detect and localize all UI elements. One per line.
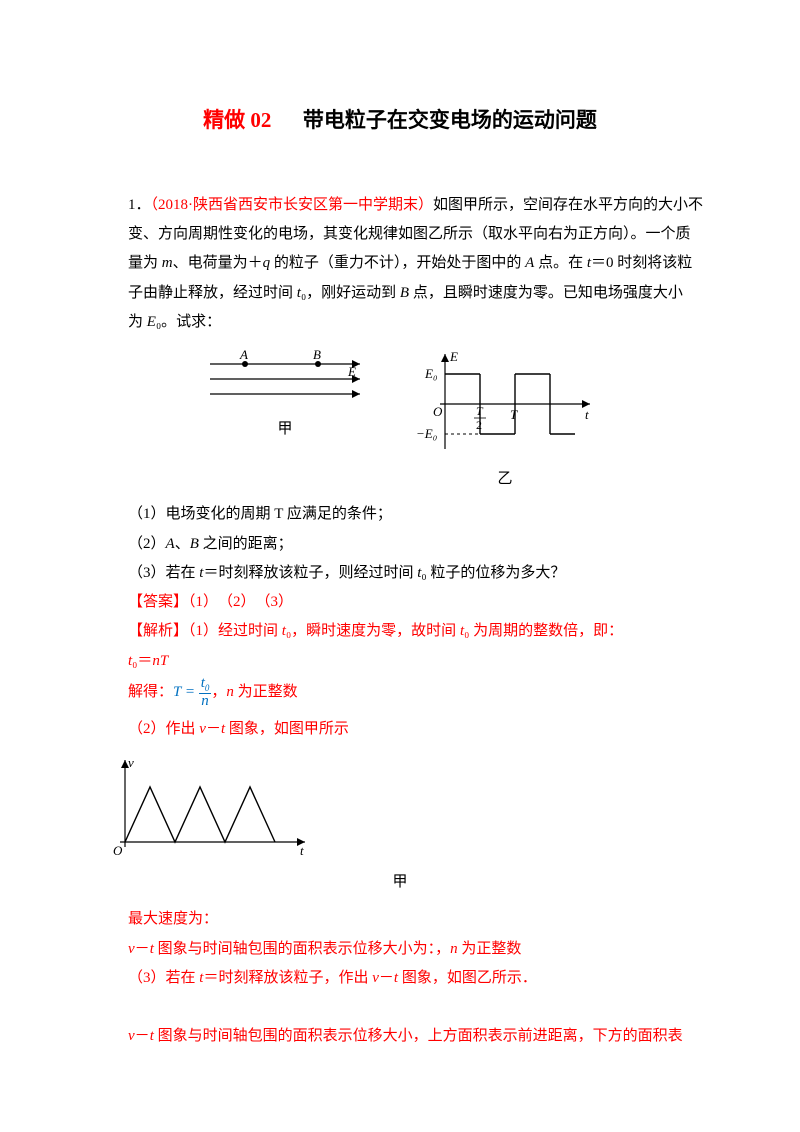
axis-half-2: 2 bbox=[476, 418, 482, 432]
figure-yi: E E₀ −E₀ O t T 2 T 乙 bbox=[410, 349, 600, 494]
sub-item-1: （1）电场变化的周期 T 应满足的条件； bbox=[95, 500, 705, 529]
caption-yi: 乙 bbox=[410, 465, 600, 494]
analysis-label: 【解析】 bbox=[128, 623, 188, 639]
axis-mE0: −E₀ bbox=[416, 426, 437, 441]
caption-vt: 甲 bbox=[95, 868, 705, 897]
figure-yi-svg: E E₀ −E₀ O t T 2 T bbox=[410, 349, 600, 461]
axis-O: O bbox=[433, 404, 443, 419]
after-2: （3）若在 t＝时刻释放该粒子，作出 v－t 图象，如图乙所示． bbox=[128, 964, 705, 993]
title-prefix: 精做 02 bbox=[203, 108, 271, 132]
analysis-l3: （2）作出 v－t 图象，如图甲所示 bbox=[128, 715, 705, 744]
vt-y: v bbox=[128, 755, 134, 770]
answer-label: 【答案】 bbox=[128, 594, 188, 610]
label-A: A bbox=[239, 349, 248, 362]
question-body-1: 变、方向周期性变化的电场，其变化规律如图乙所示（取水平向右为正方向）。一个质 bbox=[95, 220, 705, 249]
figure-vt-svg: v O t bbox=[95, 752, 315, 864]
question-body-4: 为 E₀。试求： bbox=[95, 308, 705, 337]
formula-T: T = t0n bbox=[173, 684, 211, 700]
question-body-3: 子由静止释放，经过时间 t₀，刚好运动到 B 点，且瞬时速度为零。已知电场强度大… bbox=[95, 279, 705, 308]
label-B: B bbox=[313, 349, 321, 362]
analysis-l2: 解得：T = t0n，n 为正整数 bbox=[128, 676, 705, 709]
question-number: 1． bbox=[128, 197, 151, 213]
title-sep bbox=[277, 108, 298, 132]
axis-E: E bbox=[449, 349, 458, 364]
question-block: 1．（2018·陕西省西安市长安区第一中学期末）如图甲所示，空间存在水平方向的大… bbox=[95, 191, 705, 337]
label-E: E bbox=[347, 364, 356, 379]
figure-jia: A B E 甲 bbox=[200, 349, 370, 444]
after-0: 最大速度为： bbox=[128, 905, 705, 934]
sub-item-3: （3）若在 t＝时刻释放该粒子，则经过时间 t₀ 粒子的位移为多大？ bbox=[95, 559, 705, 588]
question-line-0: 1．（2018·陕西省西安市长安区第一中学期末）如图甲所示，空间存在水平方向的大… bbox=[95, 191, 705, 220]
axis-t: t bbox=[585, 407, 589, 422]
sub-item-2: （2）A、B 之间的距离； bbox=[95, 530, 705, 559]
axis-T: T bbox=[510, 407, 518, 422]
question-body-0: 如图甲所示，空间存在水平方向的大小不 bbox=[433, 197, 703, 213]
analysis-after: 最大速度为： v－t 图象与时间轴包围的面积表示位移大小为：，n 为正整数 （3… bbox=[95, 905, 705, 1051]
figure-vt: v O t 甲 bbox=[95, 752, 705, 897]
vt-O: O bbox=[113, 843, 123, 858]
figure-row-1: A B E 甲 bbox=[95, 349, 705, 494]
analysis-l0: 【解析】（1）经过时间 t₀，瞬时速度为零，故时间 t₀ 为周期的整数倍，即： bbox=[128, 617, 705, 646]
vt-x: t bbox=[300, 843, 304, 858]
analysis-l1: t₀＝nT bbox=[128, 647, 705, 676]
after-1: v－t 图象与时间轴包围的面积表示位移大小为：，n 为正整数 bbox=[128, 935, 705, 964]
after-4: v－t 图象与时间轴包围的面积表示位移大小，上方面积表示前进距离，下方的面积表 bbox=[128, 1022, 705, 1051]
question-source: （2018·陕西省西安市长安区第一中学期末） bbox=[151, 197, 434, 213]
page-content: 精做 02 带电粒子在交变电场的运动问题 1．（2018·陕西省西安市长安区第一… bbox=[0, 0, 800, 1112]
analysis-block: 【解析】（1）经过时间 t₀，瞬时速度为零，故时间 t₀ 为周期的整数倍，即： … bbox=[95, 617, 705, 744]
title-main: 带电粒子在交变电场的运动问题 bbox=[303, 108, 597, 132]
caption-jia: 甲 bbox=[200, 415, 370, 444]
question-body-2: 量为 m、电荷量为＋q 的粒子（重力不计），开始处于图中的 A 点。在 t＝0 … bbox=[95, 249, 705, 278]
answer-parts: （1） （2） （3） bbox=[188, 594, 293, 610]
axis-half-T: T bbox=[476, 404, 484, 418]
answer-line: 【答案】（1） （2） （3） bbox=[95, 588, 705, 617]
document-title: 精做 02 带电粒子在交变电场的运动问题 bbox=[95, 100, 705, 141]
after-blank bbox=[128, 993, 705, 1022]
axis-E0: E₀ bbox=[424, 366, 437, 381]
figure-jia-svg: A B E bbox=[200, 349, 370, 411]
